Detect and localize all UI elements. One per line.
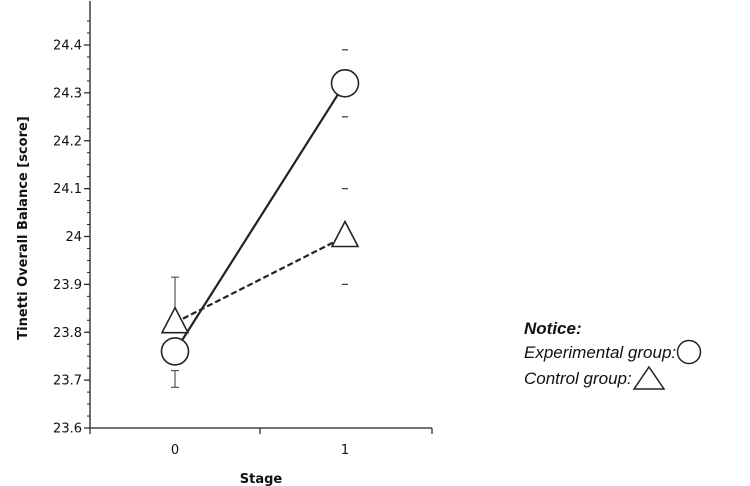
y-tick-label: 23.7 — [53, 374, 82, 389]
data-point-experimental — [330, 69, 360, 98]
y-axis-title: Tinetti Overall Balance [score] — [16, 116, 31, 339]
data-point-control — [160, 305, 190, 334]
triangle-marker-icon — [632, 365, 666, 390]
circle-marker-icon — [676, 339, 702, 365]
y-tick-label: 24.4 — [53, 39, 82, 54]
data-point-experimental — [160, 337, 190, 366]
y-tick-label: 24.1 — [53, 182, 82, 197]
series-line-control — [174, 235, 346, 324]
legend-item-experimental: Experimental group: — [524, 339, 702, 365]
legend-label-experimental: Experimental group: — [524, 342, 677, 362]
y-tick-label: 24.3 — [53, 86, 82, 101]
x-tick-label: 0 — [171, 443, 179, 458]
series-experimental — [160, 49, 360, 388]
y-tick-label: 24.2 — [53, 134, 82, 149]
y-tick-label: 23.6 — [53, 422, 82, 437]
series-layer — [160, 49, 360, 388]
x-axis-title: Stage — [240, 472, 283, 486]
y-tick-label: 23.8 — [53, 326, 82, 341]
x-tick-label: 1 — [341, 443, 349, 458]
series-line-experimental — [174, 82, 346, 352]
legend: Notice: Experimental group: Control grou… — [524, 318, 702, 391]
axes: 23.6 23.7 23.8 23.9 24 24.1 24.2 24.3 24.4 0 1 — [53, 1, 433, 458]
legend-title: Notice: — [524, 319, 582, 338]
y-tick-label: 23.9 — [53, 278, 82, 293]
series-control — [160, 187, 360, 334]
data-point-control — [330, 219, 360, 248]
y-tick-label: 24 — [65, 230, 82, 245]
legend-item-control: Control group: — [524, 365, 702, 391]
legend-label-control: Control group: — [524, 368, 632, 388]
